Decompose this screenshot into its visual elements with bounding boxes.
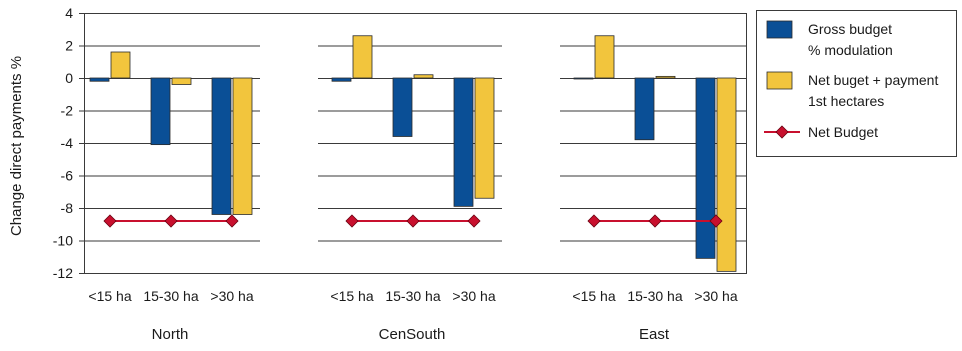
- bar-gross: [392, 77, 413, 137]
- bar-gross: [150, 77, 171, 146]
- bar-net-payment: [474, 77, 495, 199]
- net-budget-point: [709, 214, 723, 228]
- x-tick-label: <15 ha: [572, 288, 615, 304]
- bar-layer: [89, 35, 737, 272]
- bar-gross: [89, 77, 110, 82]
- bar-net-payment: [655, 75, 676, 79]
- legend-swatch: [766, 71, 793, 90]
- x-tick-label: <15 ha: [330, 288, 373, 304]
- y-tick-label: 4: [65, 5, 73, 21]
- x-tick-label: <15 ha: [88, 288, 131, 304]
- net-budget-point: [345, 214, 359, 228]
- y-tick-label: -4: [61, 135, 74, 151]
- x-tick-label: 15-30 ha: [385, 288, 440, 304]
- net-budget-point: [467, 214, 481, 228]
- bar-net-payment: [110, 51, 131, 79]
- plot-frame: [84, 13, 747, 274]
- y-tick-label: 2: [65, 38, 73, 54]
- legend-label: 1st hectares: [808, 93, 884, 109]
- legend-label: Gross budget: [808, 21, 892, 37]
- grid-layer: [84, 13, 746, 274]
- net-budget-point: [587, 214, 601, 228]
- net-budget-point: [648, 214, 662, 228]
- y-tick-label: -2: [61, 103, 74, 119]
- legend: Gross budget % modulation Net buget + paym…: [756, 10, 957, 157]
- y-axis-title: Change direct payments %: [8, 56, 25, 236]
- net-budget-point: [225, 214, 239, 228]
- group-label: North: [152, 326, 189, 343]
- legend-label: Net buget + payment: [808, 72, 938, 88]
- legend-label: Net Budget: [808, 124, 878, 140]
- y-tick-label: 0: [65, 70, 73, 86]
- legend-label: % modulation: [808, 42, 893, 58]
- bar-net-payment: [594, 35, 615, 79]
- y-tick-label: -10: [53, 233, 73, 249]
- net-budget-point: [406, 214, 420, 228]
- line-layer: [103, 214, 723, 228]
- bar-net-payment: [413, 74, 434, 79]
- bar-gross: [634, 77, 655, 141]
- bar-net-payment: [716, 77, 737, 272]
- x-tick-label: >30 ha: [210, 288, 253, 304]
- axis-layer: 4 2 0 -2 -4 -6 -8 -10 -12 <15 ha 15-30 ha >30 ha Nor…: [53, 5, 747, 343]
- y-tick-label: -6: [61, 168, 74, 184]
- bar-gross: [211, 77, 232, 215]
- group-label: East: [639, 326, 670, 343]
- x-tick-label: 15-30 ha: [627, 288, 682, 304]
- bar-gross: [695, 77, 716, 259]
- y-tick-label: -8: [61, 200, 74, 216]
- x-tick-label: 15-30 ha: [143, 288, 198, 304]
- group-label: CenSouth: [379, 326, 446, 343]
- legend-swatch: [766, 20, 793, 39]
- x-tick-label: >30 ha: [694, 288, 737, 304]
- x-tick-label: >30 ha: [452, 288, 495, 304]
- y-tick-label: -12: [53, 265, 73, 281]
- bar-net-payment: [352, 35, 373, 79]
- bar-gross: [573, 77, 594, 80]
- net-budget-point: [164, 214, 178, 228]
- legend-marker: [775, 125, 789, 139]
- bar-gross: [331, 77, 352, 82]
- bar-net-payment: [232, 77, 253, 215]
- bar-gross: [453, 77, 474, 207]
- bar-net-payment: [171, 77, 192, 85]
- net-budget-point: [103, 214, 117, 228]
